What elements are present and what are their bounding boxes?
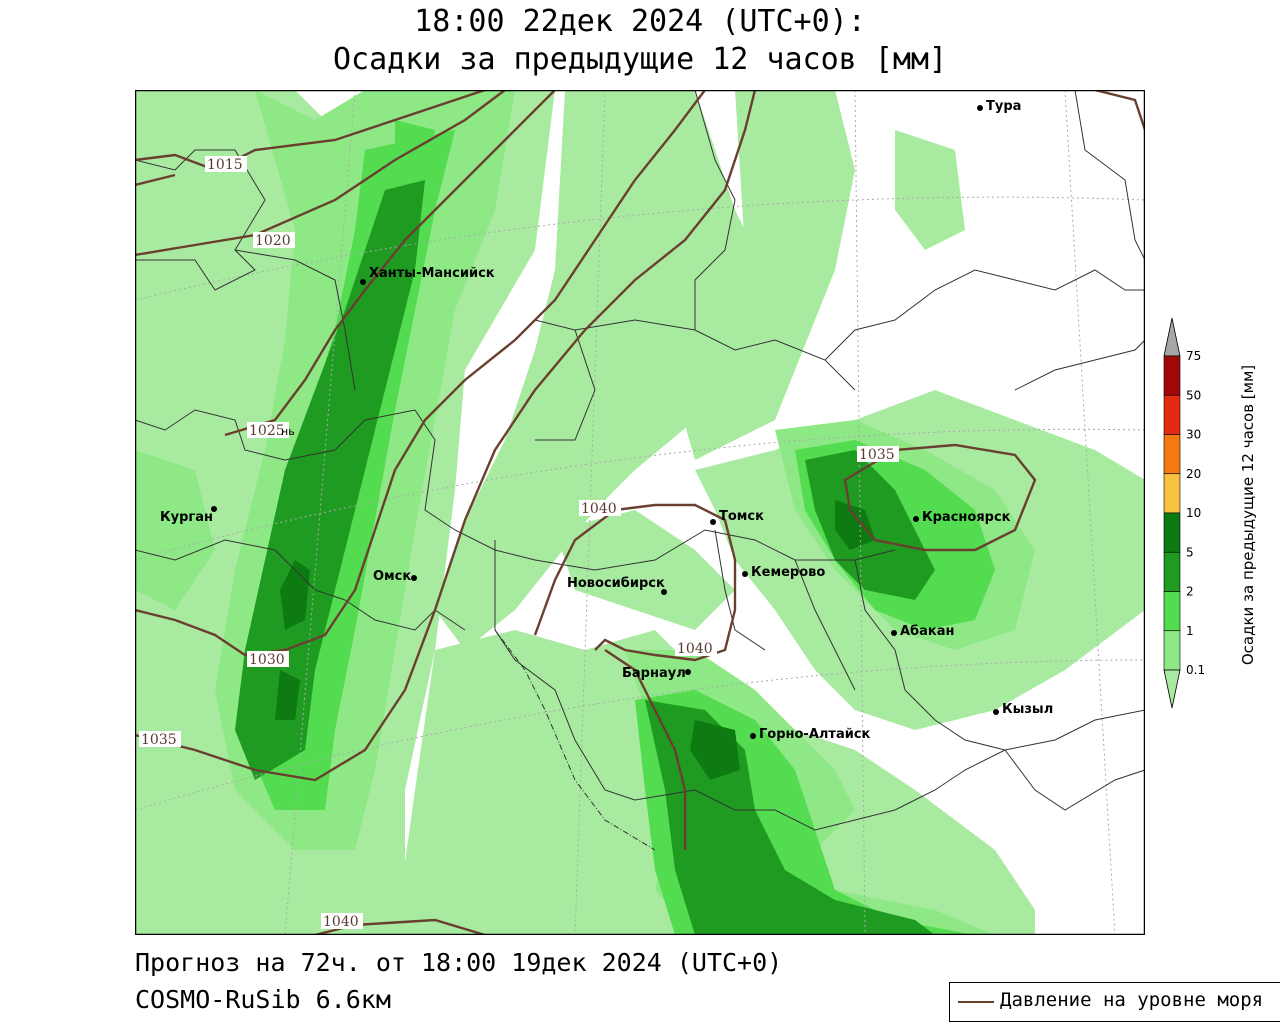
city-kurgan: Курган — [160, 506, 217, 525]
colorbar-segment — [1163, 473, 1181, 514]
colorbar-tick-label: 20 — [1186, 467, 1201, 481]
svg-text:Горно-Алтайск: Горно-Алтайск — [759, 727, 871, 742]
pressure-legend: Давление на уровне моря — [949, 982, 1280, 1022]
svg-text:1040: 1040 — [323, 914, 359, 930]
svg-text:нь: нь — [281, 425, 295, 438]
colorbar-segment — [1163, 630, 1181, 671]
svg-text:1015: 1015 — [207, 157, 243, 173]
svg-text:Ханты-Мансийск: Ханты-Мансийск — [369, 266, 495, 281]
colorbar-segment — [1163, 434, 1181, 475]
colorbar-tick-label: 1 — [1186, 624, 1194, 638]
national-border — [494, 629, 656, 851]
city-khanty-mansiysk: Ханты-Мансийск — [360, 266, 495, 285]
model-name: COSMO-RuSib 6.6км — [135, 985, 391, 1014]
svg-text:Красноярск: Красноярск — [922, 510, 1011, 525]
city-gorno-altaysk: Горно-Алтайск — [750, 727, 871, 742]
city-tura: Тура — [977, 99, 1021, 114]
svg-text:1040: 1040 — [581, 501, 617, 517]
colorbar-tick-label: 5 — [1186, 545, 1194, 559]
svg-text:1035: 1035 — [859, 447, 895, 463]
svg-text:1030: 1030 — [249, 652, 285, 668]
city-barnaul: Барнаул — [622, 666, 691, 681]
map-title: 18:00 22дек 2024 (UTC+0): — [414, 4, 866, 39]
colorbar-segment — [1163, 394, 1181, 435]
svg-text:Кемерово: Кемерово — [751, 565, 825, 580]
colorbar-tick-label: 50 — [1186, 388, 1201, 402]
svg-text:1025: 1025 — [249, 423, 285, 439]
svg-text:Новосибирск: Новосибирск — [567, 576, 665, 591]
city-abakan: Абакан — [891, 624, 955, 639]
colorbar-tick-labels: 75 50 30 20 10 5 2 1 0.1 — [1186, 349, 1205, 677]
city-kemerovo: Кемерово — [742, 565, 825, 580]
svg-text:Кызыл: Кызыл — [1002, 702, 1053, 717]
city-krasnoyarsk: Красноярск — [913, 510, 1011, 525]
svg-text:1035: 1035 — [141, 732, 177, 748]
svg-text:Томск: Томск — [719, 509, 764, 524]
colorbar-title: Осадки за предыдущие 12 часов [мм] — [1239, 364, 1257, 666]
svg-text:1040: 1040 — [677, 641, 713, 657]
svg-text:Тура: Тура — [986, 99, 1021, 114]
city-markers: Тура Ханты-Мансийск Курган Омск Новосиби… — [160, 99, 1053, 742]
isobars — [135, 90, 1145, 935]
colorbar-tick-label: 2 — [1186, 585, 1194, 599]
city-tomsk: Томск — [710, 509, 764, 525]
forecast-info: Прогноз на 72ч. от 18:00 19дек 2024 (UTC… — [135, 948, 783, 977]
svg-text:Абакан: Абакан — [900, 624, 955, 639]
admin-borders — [135, 90, 1145, 831]
city-novosibirsk: Новосибирск — [567, 576, 667, 595]
colorbar-segment — [1163, 591, 1181, 632]
colorbar-segment — [1163, 355, 1181, 396]
svg-text:Омск: Омск — [373, 569, 411, 584]
svg-text:1020: 1020 — [255, 233, 291, 249]
colorbar: 75 50 30 20 10 5 2 1 0.1 — [1162, 310, 1242, 730]
map-subtitle: Осадки за предыдущие 12 часов [мм] — [332, 42, 948, 77]
colorbar-tick-label: 10 — [1186, 506, 1201, 520]
colorbar-top-arrow — [1163, 317, 1181, 357]
colorbar-tick-label: 30 — [1186, 428, 1201, 442]
colorbar-segment — [1163, 551, 1181, 592]
pressure-legend-line — [958, 1001, 994, 1003]
svg-text:Курган: Курган — [160, 510, 213, 525]
svg-text:Барнаул: Барнаул — [622, 666, 686, 681]
city-omsk: Омск — [373, 569, 417, 584]
isobar-labels: 1015 1020 1025 нь 1030 1035 1040 1040 10… — [139, 156, 899, 930]
colorbar-segment — [1163, 512, 1181, 553]
colorbar-segments — [1163, 355, 1181, 671]
city-kyzyl: Кызыл — [993, 702, 1053, 717]
pressure-legend-label: Давление на уровне моря — [1000, 989, 1264, 1011]
map-frame — [135, 90, 1145, 935]
colorbar-bottom-arrow — [1163, 669, 1181, 709]
precipitation-map: 1015 1020 1025 нь 1030 1035 1040 1040 10… — [135, 90, 1145, 935]
colorbar-tick-label: 75 — [1186, 349, 1201, 363]
colorbar-tick-label: 0.1 — [1186, 663, 1205, 677]
